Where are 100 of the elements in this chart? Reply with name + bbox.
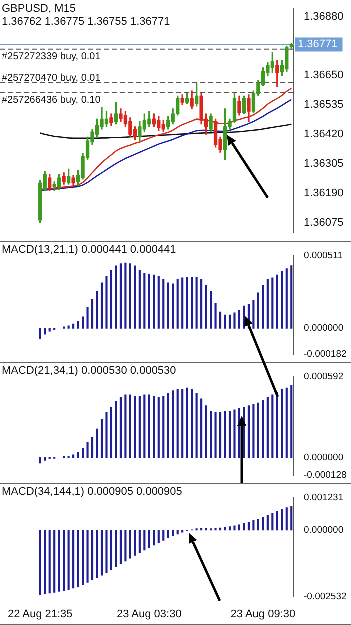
bar bbox=[182, 278, 184, 329]
bar bbox=[200, 279, 203, 329]
bar bbox=[281, 389, 284, 458]
bar bbox=[205, 285, 208, 329]
bar bbox=[86, 442, 89, 458]
bar bbox=[115, 530, 118, 568]
bar bbox=[106, 530, 108, 574]
bar bbox=[48, 530, 51, 594]
bar bbox=[228, 411, 232, 458]
bar bbox=[286, 388, 288, 458]
bar bbox=[86, 307, 89, 329]
bar bbox=[228, 526, 232, 531]
bar bbox=[272, 513, 274, 531]
bar bbox=[186, 388, 188, 458]
bar bbox=[266, 397, 269, 458]
bar bbox=[106, 412, 108, 458]
chart-title: MACD(34,144,1) 0.000905 0.000905 bbox=[2, 486, 182, 498]
bar bbox=[238, 310, 241, 329]
bar bbox=[72, 324, 75, 329]
bar bbox=[290, 385, 293, 458]
bar bbox=[219, 312, 222, 329]
bar bbox=[48, 457, 51, 460]
bar bbox=[44, 328, 46, 335]
bar bbox=[266, 279, 269, 329]
bar bbox=[58, 530, 60, 592]
bar bbox=[39, 328, 42, 340]
bar bbox=[68, 326, 70, 329]
bar bbox=[200, 398, 203, 458]
bar bbox=[96, 428, 98, 458]
y-tick-label: 0.000511 bbox=[304, 250, 343, 262]
bar bbox=[252, 520, 255, 531]
ref-line-label: 1.36771 bbox=[298, 38, 338, 51]
text: 1.36762 1.36775 1.36755 1.36771 bbox=[2, 16, 170, 28]
y-tick-label: 0.000000 bbox=[304, 323, 344, 334]
bar bbox=[182, 389, 184, 458]
bar bbox=[134, 266, 136, 329]
bar bbox=[120, 397, 122, 458]
bar bbox=[172, 530, 174, 536]
x-tick-label: 23 Aug 03:30 bbox=[116, 608, 182, 620]
bar bbox=[153, 396, 156, 458]
bar bbox=[167, 282, 170, 329]
bar bbox=[138, 270, 141, 329]
bar bbox=[182, 530, 184, 533]
bar bbox=[91, 437, 94, 458]
y-tick-label: 1.36880 bbox=[304, 10, 344, 23]
bar bbox=[276, 392, 278, 458]
bar bbox=[153, 274, 156, 329]
bar bbox=[210, 291, 212, 329]
bar bbox=[72, 530, 75, 589]
bar bbox=[286, 508, 288, 531]
bar bbox=[196, 393, 198, 458]
bar bbox=[196, 277, 198, 329]
bar bbox=[290, 266, 293, 329]
x-tick-label: 23 Aug 09:30 bbox=[230, 608, 296, 620]
y-tick-label: 0.000000 bbox=[304, 452, 344, 464]
bar bbox=[257, 292, 260, 329]
bar bbox=[68, 530, 70, 590]
y-tick-label: 1.36650 bbox=[304, 70, 344, 82]
bar bbox=[286, 268, 288, 329]
y-tick-label: -0.000128 bbox=[304, 470, 347, 481]
bar bbox=[110, 406, 113, 458]
bar bbox=[148, 274, 150, 329]
bar bbox=[205, 406, 208, 458]
bar bbox=[290, 506, 293, 531]
bar bbox=[86, 530, 89, 583]
bar bbox=[91, 299, 94, 329]
bar bbox=[77, 321, 80, 329]
ref-line-label: #257266436 buy, 0.10 bbox=[2, 94, 102, 106]
bar bbox=[54, 530, 56, 593]
chart-title: GBPUSD, M15 bbox=[2, 3, 76, 15]
bar bbox=[276, 511, 278, 531]
bar bbox=[248, 522, 250, 531]
bar bbox=[106, 276, 108, 329]
bar bbox=[224, 527, 226, 531]
bar bbox=[176, 530, 179, 535]
bar bbox=[252, 300, 255, 329]
y-tick-label: -0.000182 bbox=[304, 348, 347, 360]
bar bbox=[110, 270, 113, 329]
bar bbox=[252, 404, 255, 458]
bar bbox=[120, 530, 122, 565]
bar bbox=[272, 394, 274, 458]
bar bbox=[82, 316, 84, 329]
bar bbox=[167, 393, 170, 458]
bar bbox=[162, 279, 165, 329]
bar bbox=[134, 530, 136, 556]
bar bbox=[281, 510, 284, 531]
y-tick-label: 1.36075 bbox=[304, 216, 344, 229]
bar bbox=[100, 530, 104, 576]
y-tick-label: 1.36535 bbox=[304, 99, 344, 112]
bar bbox=[115, 266, 118, 329]
y-tick-label: 0.001231 bbox=[304, 492, 344, 504]
ref-line-label: #257270470 buy, 0.01 bbox=[2, 72, 102, 84]
bar bbox=[44, 530, 46, 594]
bar bbox=[120, 264, 122, 329]
bar bbox=[214, 303, 217, 329]
bar bbox=[228, 314, 232, 329]
bar bbox=[272, 278, 274, 329]
y-tick-label: 0.000000 bbox=[304, 524, 344, 536]
chart-title: MACD(21,34,1) 0.000530 0.000530 bbox=[2, 365, 176, 377]
bar bbox=[110, 530, 113, 570]
